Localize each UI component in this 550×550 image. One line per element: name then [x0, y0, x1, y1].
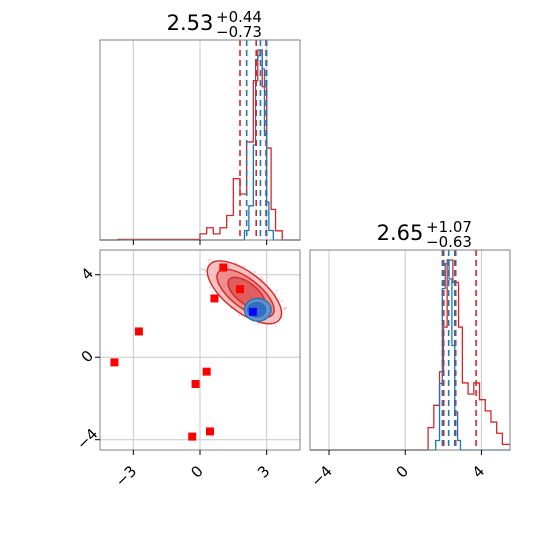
axes-frame — [309, 249, 511, 451]
y-tick-label-1: 0 — [78, 347, 97, 366]
title-lower-error: −0.73 — [216, 23, 262, 41]
red-square-marker-2 — [236, 285, 244, 294]
blue-square-marker-1 — [248, 307, 257, 316]
sample-dot — [253, 271, 256, 273]
title-value: 2.53 — [167, 11, 214, 35]
sample-dot — [283, 307, 286, 310]
sample-dot — [278, 298, 281, 301]
tick-marks — [328, 450, 482, 455]
red-square-marker-9 — [188, 432, 197, 441]
sample-dot — [202, 268, 205, 271]
title-lower-error: −0.63 — [426, 233, 472, 251]
histogram-line-series-1 — [310, 259, 510, 451]
marginal-histogram-x2: −4 0 4 — [308, 249, 511, 490]
red-square-marker-6 — [202, 367, 211, 376]
tick-marks — [132, 240, 268, 245]
histogram-line-series-1 — [100, 49, 300, 241]
sample-dot — [274, 293, 277, 295]
title-value: 2.65 — [377, 221, 424, 245]
sample-dot — [209, 259, 211, 261]
title-upper-error: +0.44 — [216, 8, 262, 26]
x-tick-label-2: 4 — [469, 462, 488, 481]
density-contours — [200, 259, 288, 327]
sample-dot — [257, 323, 259, 325]
y-tick-label-2: 4 — [78, 264, 97, 283]
histogram-series — [310, 259, 510, 451]
red-square-marker-5 — [110, 358, 119, 367]
marginal-histogram-x1 — [99, 39, 301, 245]
sample-dot — [261, 278, 264, 281]
sample-dot — [204, 269, 207, 272]
panel-title-x2: 2.65 — [377, 221, 424, 245]
sample-dot — [207, 259, 210, 262]
x-tick-label-0: −4 — [308, 462, 336, 490]
sample-dot — [243, 265, 246, 268]
sample-dot — [281, 299, 283, 302]
sample-dot — [275, 289, 278, 292]
y-tick-label-0: −4 — [73, 425, 101, 453]
panel-title-x1: 2.53 — [167, 11, 214, 35]
x-tick-label-1: 0 — [393, 462, 412, 481]
scatter-points — [110, 263, 257, 441]
x-tick-labels: −4 0 4 — [308, 462, 489, 490]
sample-dot — [209, 285, 211, 288]
quantile-lines — [441, 250, 477, 450]
sample-dot — [200, 268, 203, 271]
x-tick-label-0: −3 — [112, 462, 140, 490]
sample-dot — [285, 306, 288, 309]
grid — [328, 250, 482, 450]
sample-dot — [238, 314, 241, 317]
sample-dot — [235, 262, 238, 264]
x-tick-label-1: 0 — [187, 462, 206, 481]
sample-dot — [211, 290, 214, 293]
sample-dot — [274, 324, 277, 327]
x-tick-labels: −3 0 3 — [112, 462, 274, 490]
title-upper-error: +1.07 — [426, 218, 472, 236]
y-tick-labels: −4 0 4 — [73, 264, 101, 453]
histogram-line-series-2 — [310, 259, 510, 451]
red-square-marker-1 — [219, 263, 228, 272]
sample-dot — [260, 276, 263, 279]
red-square-marker-3 — [210, 294, 219, 303]
quantile-lines — [239, 40, 268, 240]
joint-scatter-panel: −3 0 3 −4 0 4 — [73, 249, 301, 490]
red-square-marker-8 — [206, 427, 214, 436]
grid — [100, 250, 300, 450]
red-square-marker-7 — [191, 380, 200, 389]
x-tick-label-2: 3 — [254, 462, 273, 481]
tick-marks — [95, 274, 268, 455]
red-square-marker-4 — [134, 327, 143, 336]
